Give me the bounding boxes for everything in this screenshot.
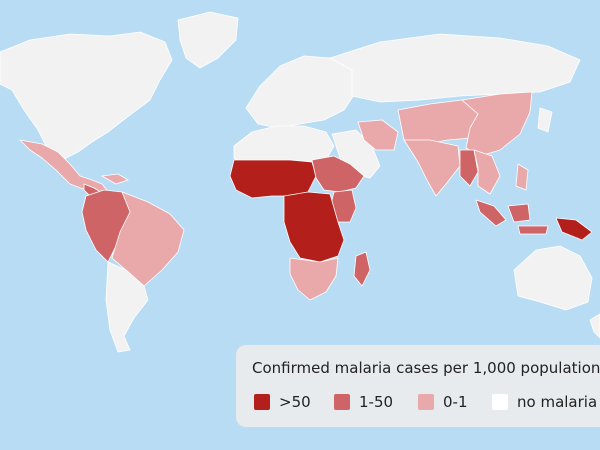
- region-iran: [357, 119, 399, 151]
- region-northern-asia: [329, 33, 581, 103]
- region-south-asia: [403, 139, 461, 197]
- legend-label-none: no malaria: [517, 393, 598, 411]
- region-southern-africa: [289, 257, 339, 301]
- legend-swatch-high: [254, 394, 270, 410]
- legend-title: Confirmed malaria cases per 1,000 popula…: [252, 359, 600, 377]
- region-sudan-horn: [311, 155, 365, 193]
- region-myanmar: [459, 149, 479, 187]
- region-sahel-west-africa: [229, 159, 317, 199]
- region-indonesia: [475, 199, 549, 235]
- region-madagascar: [353, 251, 371, 287]
- legend-label-low: 0-1: [443, 393, 468, 411]
- region-indochina: [473, 149, 501, 195]
- region-north-america: [0, 31, 173, 161]
- region-caribbean: [101, 173, 129, 185]
- region-south-america-east: [111, 191, 185, 287]
- region-east-asia: [461, 91, 533, 157]
- legend-swatch-none: [492, 394, 508, 410]
- legend-swatch-low: [418, 394, 434, 410]
- region-greenland: [177, 11, 239, 69]
- legend-item-low: 0-1: [418, 393, 468, 411]
- region-australia: [513, 245, 593, 311]
- region-japan: [537, 107, 553, 133]
- region-new-guinea: [555, 217, 593, 241]
- legend-item-high: >50: [254, 393, 311, 411]
- region-new-zealand: [589, 313, 600, 339]
- region-philippines: [515, 163, 529, 191]
- map-legend: Confirmed malaria cases per 1,000 popula…: [236, 345, 600, 427]
- legend-item-medium: 1-50: [334, 393, 393, 411]
- legend-label-high: >50: [279, 393, 311, 411]
- region-south-america-south: [105, 261, 149, 353]
- region-central-africa: [283, 191, 345, 263]
- legend-swatch-medium: [334, 394, 350, 410]
- legend-label-medium: 1-50: [359, 393, 394, 411]
- legend-item-none: no malaria: [492, 393, 597, 411]
